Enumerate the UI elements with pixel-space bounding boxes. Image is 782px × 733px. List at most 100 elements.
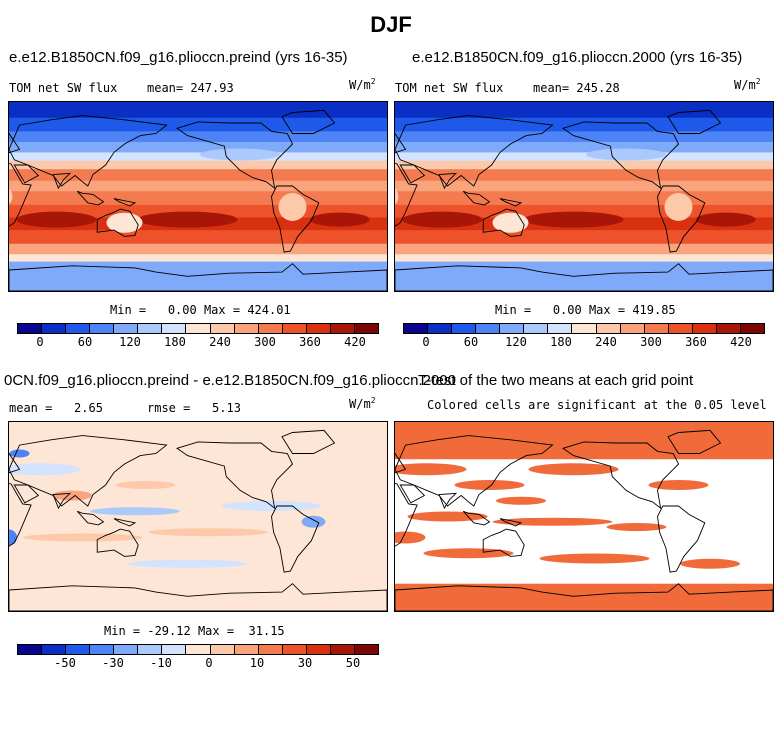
panel2-mean-label: mean= xyxy=(533,81,570,95)
coastline xyxy=(13,484,40,504)
panel2-colorbar xyxy=(403,323,765,334)
panel2-max-value: 419.85 xyxy=(632,303,676,317)
colorbar-swatch xyxy=(644,324,669,333)
colorbar-tick-label: 0 xyxy=(205,656,213,670)
colorbar-tick-label: 50 xyxy=(345,656,361,670)
colorbar-swatch xyxy=(620,324,645,333)
coastline xyxy=(395,583,773,611)
colorbar-tick-label: 120 xyxy=(505,335,527,349)
colorbar-swatch xyxy=(90,645,115,654)
coastline xyxy=(438,492,458,510)
colorbar-swatch xyxy=(330,324,355,333)
colorbar-swatch xyxy=(66,645,91,654)
colorbar-swatch xyxy=(740,324,764,333)
field-band xyxy=(395,160,773,170)
panel4-title: T-test of the two means at each grid poi… xyxy=(418,372,694,389)
colorbar-swatch xyxy=(162,645,187,654)
field-blob xyxy=(278,193,307,221)
panel1-min-value: 0.00 xyxy=(167,303,197,317)
field-band xyxy=(9,169,387,182)
colorbar-swatch xyxy=(258,645,283,654)
coastline xyxy=(657,185,706,253)
field-blob xyxy=(309,212,370,227)
coastline xyxy=(395,482,418,547)
colorbar-swatch xyxy=(114,645,139,654)
colorbar-swatch xyxy=(90,324,115,333)
coastline xyxy=(76,510,105,526)
colorbar-swatch xyxy=(66,324,91,333)
field-blob xyxy=(407,511,488,522)
coastline xyxy=(281,109,336,134)
coastline xyxy=(561,121,680,190)
field-band xyxy=(9,254,387,263)
coastline xyxy=(482,528,525,557)
panel4-map-svg xyxy=(395,422,773,611)
coastline xyxy=(113,518,137,527)
panel2-units: W/m2 xyxy=(734,77,761,92)
field-blob xyxy=(395,463,467,476)
colorbar-swatch xyxy=(548,324,573,333)
coastline xyxy=(395,435,554,507)
coastline xyxy=(395,162,418,227)
panel1-units: W/m2 xyxy=(349,77,376,92)
coastline xyxy=(271,185,320,253)
coastline xyxy=(9,263,387,291)
panel3-map xyxy=(8,421,388,612)
coastline xyxy=(52,492,72,510)
field-band xyxy=(395,169,773,182)
field-blob xyxy=(523,211,624,228)
colorbar-swatch xyxy=(524,324,549,333)
field-band xyxy=(9,160,387,170)
panel3-min-label: Min = xyxy=(104,624,141,638)
colorbar-swatch xyxy=(234,324,259,333)
coastline xyxy=(9,162,32,227)
colorbar-swatch xyxy=(354,645,378,654)
field-band xyxy=(9,243,387,255)
field-blob xyxy=(528,463,619,476)
panel2-stats: Min = 0.00 Max = 419.85 xyxy=(495,303,676,317)
coastline xyxy=(499,518,523,527)
field-blob xyxy=(664,193,693,221)
colorbar-swatch xyxy=(716,324,741,333)
colorbar-swatch xyxy=(428,324,453,333)
field-blob xyxy=(16,211,97,228)
panel3-mean: mean = 2.65 xyxy=(9,401,103,415)
panel3-min-value: -29.12 xyxy=(147,624,191,638)
panel1-units-base: W/m xyxy=(349,78,371,92)
colorbar-tick-label: 420 xyxy=(730,335,752,349)
panel2-variable: TOM net SW flux xyxy=(395,81,504,95)
colorbar-swatch xyxy=(500,324,525,333)
coastline xyxy=(175,121,294,190)
colorbar-tick-label: -10 xyxy=(150,656,172,670)
field-band xyxy=(395,180,773,192)
field-band xyxy=(395,583,773,611)
colorbar-swatch xyxy=(452,324,477,333)
field-band xyxy=(9,230,387,245)
field-band xyxy=(9,191,387,206)
field-band xyxy=(9,117,387,132)
colorbar-swatch xyxy=(306,324,331,333)
coastline xyxy=(13,164,40,184)
coastline xyxy=(96,208,139,237)
colorbar-swatch xyxy=(572,324,597,333)
panel3-max-label: Max = xyxy=(197,624,235,638)
coastline xyxy=(657,505,706,573)
panel1-max-label: Max = xyxy=(203,303,241,317)
field-band xyxy=(395,422,773,460)
field-blob xyxy=(680,558,740,569)
field-blob xyxy=(127,559,248,568)
colorbar-swatch xyxy=(306,645,331,654)
panel3-mean-value: 2.65 xyxy=(74,401,103,415)
coastline xyxy=(667,109,722,134)
panel4-subtitle: Colored cells are significant at the 0.0… xyxy=(427,398,767,412)
panel1-max-value: 424.01 xyxy=(247,303,291,317)
panel1-map xyxy=(8,101,388,292)
coastline xyxy=(399,484,426,504)
colorbar-swatch xyxy=(138,645,163,654)
colorbar-swatch xyxy=(114,324,139,333)
panel1-variable: TOM net SW flux xyxy=(9,81,118,95)
colorbar-swatch xyxy=(668,324,693,333)
coastline xyxy=(9,435,168,507)
field-band xyxy=(395,191,773,206)
colorbar-swatch xyxy=(404,324,429,333)
